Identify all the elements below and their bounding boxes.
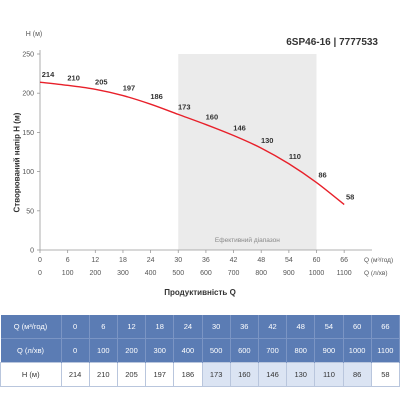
table-cell: 800 xyxy=(286,338,316,363)
table-cell: 12 xyxy=(117,315,147,339)
x-tick-label-lmin: 100 xyxy=(62,270,74,277)
x-unit-label-m3h: Q (м³/год) xyxy=(364,257,393,264)
table-cell: 186 xyxy=(173,362,203,387)
data-point-label: 86 xyxy=(318,171,326,180)
table-cell: 300 xyxy=(145,338,175,363)
pump-model-title: 6SP46-16 | 7777533 xyxy=(286,37,378,48)
table-cell-efficient: 86 xyxy=(342,362,372,387)
table-cell-efficient: 110 xyxy=(314,362,344,387)
table-cell: 200 xyxy=(117,338,147,363)
head-curve-line xyxy=(39,81,345,206)
table-cell: 54 xyxy=(314,315,344,339)
table-cell: 700 xyxy=(258,338,288,363)
y-axis-title: Створюваний напір H (м) xyxy=(12,112,22,213)
x-tick-label-lmin: 900 xyxy=(283,270,295,277)
table-cell: 600 xyxy=(230,338,259,363)
x-tick-label-lmin: 600 xyxy=(200,270,212,277)
table-cell-efficient: 130 xyxy=(286,362,316,387)
x-tick-label-lmin: 500 xyxy=(172,270,184,277)
table-cell-efficient: 173 xyxy=(201,362,231,387)
table-row-flow-m3h: Q (м³/год) 0 6 12 18 24 30 36 42 48 54 6… xyxy=(0,315,400,339)
x-tick-label-m3h: 18 xyxy=(119,257,127,264)
x-tick-label-lmin: 0 xyxy=(38,270,42,277)
x-tick-label-m3h: 42 xyxy=(230,257,238,264)
x-tick-label-lmin: 1100 xyxy=(337,270,352,277)
table-cell: 400 xyxy=(173,338,203,363)
data-point-label: 186 xyxy=(150,92,163,101)
table-cell: 214 xyxy=(60,362,90,387)
y-tick-label: 200 xyxy=(22,91,34,98)
row-header-head: H (м) xyxy=(0,362,62,387)
y-tick-label: 250 xyxy=(22,52,34,59)
x-tick-label-lmin: 1000 xyxy=(309,270,325,277)
table-row-head: H (м) 214 210 205 197 186 173 160 146 13… xyxy=(0,362,400,387)
table-cell: 1100 xyxy=(371,338,400,363)
table-cell: 0 xyxy=(61,338,90,363)
x-tick-label-m3h: 48 xyxy=(257,257,265,264)
data-point-label: 214 xyxy=(42,70,55,79)
x-tick-label-lmin: 400 xyxy=(145,270,157,277)
x-tick-label-m3h: 0 xyxy=(38,257,42,264)
table-cell: 210 xyxy=(88,362,118,387)
table-cell: 36 xyxy=(230,315,259,339)
x-tick-label-lmin: 700 xyxy=(228,270,240,277)
x-tick-label-m3h: 36 xyxy=(202,257,210,264)
data-point-label: 197 xyxy=(123,84,136,93)
performance-table: Q (м³/год) 0 6 12 18 24 30 36 42 48 54 6… xyxy=(0,315,400,387)
table-cell-efficient: 146 xyxy=(257,362,288,387)
x-unit-label-lmin: Q (л/хв) xyxy=(364,270,388,277)
y-unit-label: H (м) xyxy=(26,31,42,38)
table-cell: 30 xyxy=(202,315,231,339)
data-point-label: 210 xyxy=(67,73,80,82)
table-cell: 500 xyxy=(202,338,231,363)
table-cell-efficient: 160 xyxy=(229,362,259,387)
table-row-flow-lmin: Q (л/хв) 0 100 200 300 400 500 600 700 8… xyxy=(0,338,400,363)
x-tick-label-m3h: 60 xyxy=(313,257,321,264)
head-flow-chart: Ефективний діапазон 0 50 100 150 200 250 H (м) 0… xyxy=(22,31,393,277)
table-cell: 197 xyxy=(145,362,175,387)
table-cell: 1000 xyxy=(343,338,372,363)
efficient-range-band xyxy=(178,54,317,250)
table-cell: 60 xyxy=(343,315,372,339)
y-tick-label: 0 xyxy=(30,248,34,255)
y-tick-label: 150 xyxy=(22,130,34,137)
x-tick-label-m3h: 66 xyxy=(340,257,348,264)
table-cell: 66 xyxy=(371,315,400,339)
table-cell: 24 xyxy=(173,315,203,339)
data-point-label: 130 xyxy=(261,136,274,145)
x-tick-label-m3h: 6 xyxy=(66,257,70,264)
y-tick-label: 50 xyxy=(26,208,34,215)
table-cell: 100 xyxy=(89,338,118,363)
table-cell: 58 xyxy=(370,362,400,387)
table-cell: 0 xyxy=(61,315,90,339)
x-tick-label-m3h: 30 xyxy=(174,257,182,264)
table-cell: 48 xyxy=(286,315,316,339)
x-tick-label-lmin: 300 xyxy=(117,270,129,277)
table-cell: 18 xyxy=(145,315,175,339)
efficient-range-label: Ефективний діапазон xyxy=(215,236,280,244)
data-point-label: 146 xyxy=(233,124,246,133)
x-tick-label-m3h: 54 xyxy=(285,257,293,264)
x-tick-label-lmin: 800 xyxy=(255,270,267,277)
table-cell: 205 xyxy=(116,362,147,387)
table-cell: 42 xyxy=(258,315,288,339)
row-header-flow-lmin: Q (л/хв) xyxy=(0,338,62,363)
y-tick-label: 100 xyxy=(22,169,34,176)
table-cell: 6 xyxy=(89,315,118,339)
x-axis-title: Продуктивність Q xyxy=(164,288,236,297)
data-point-label: 160 xyxy=(206,113,219,122)
row-header-flow-m3h: Q (м³/год) xyxy=(0,315,62,339)
data-point-label: 58 xyxy=(346,193,354,202)
x-tick-label-m3h: 24 xyxy=(147,257,155,264)
data-point-label: 173 xyxy=(178,102,191,111)
data-point-label: 110 xyxy=(289,152,301,161)
table-cell: 900 xyxy=(314,338,344,363)
data-point-label: 205 xyxy=(95,77,108,86)
x-tick-label-m3h: 12 xyxy=(91,257,99,264)
x-tick-label-lmin: 200 xyxy=(89,270,101,277)
